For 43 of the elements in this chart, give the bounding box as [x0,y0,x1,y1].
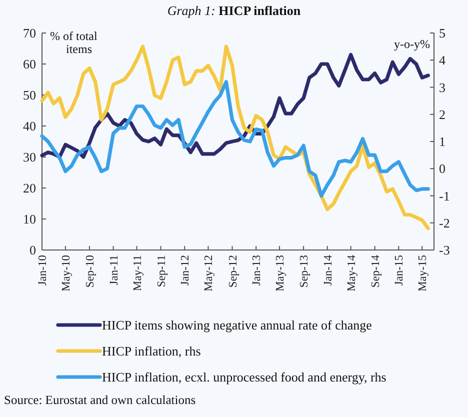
y-tick-label: 10 [23,212,36,227]
x-tick-label: May-15 [417,254,430,292]
x-tick-label: Sep-12 [227,254,240,288]
y2-tick-label: 5 [439,26,446,41]
x-tick-label: Jan-14 [322,254,334,286]
x-tick-label: Jan-12 [180,254,192,286]
y-tick-label: 50 [23,88,36,103]
line-series [40,80,430,198]
x-tick-label: Sep-10 [84,254,96,288]
x-tick-label: May-12 [203,254,216,292]
legend-label: HICP items showing negative annual rate of change [102,318,372,333]
y2-tick-label: -2 [439,215,450,230]
y2-tick-label: -3 [439,242,450,258]
legend-label: HICP inflation, rhs [102,344,201,359]
y2-tick-label: 3 [439,80,446,95]
x-tick-label: Jan-11 [108,254,120,286]
y-tick-label: 40 [23,118,36,134]
y-axis-title: % of total items [50,29,98,56]
y2-axis-title: y-o-y% [394,37,430,51]
line-series [40,52,430,159]
y2-tick-label: -1 [439,188,450,204]
chart-title: Graph 1: HICP inflation [167,3,302,18]
x-tick-label: May-11 [132,254,144,291]
x-tick-label: Sep-14 [370,254,382,288]
legend-label: HICP inflation, ecxl. unprocessed food and energy, rhs [102,370,386,385]
x-tick-label: Sep-11 [156,254,168,288]
x-tick-label: May-10 [60,254,72,292]
y2-tick-label: 1 [439,134,446,150]
x-tick-label: Sep-13 [298,254,311,288]
y2-tick-label: 4 [439,52,446,68]
y-tick-label: 0 [30,242,36,258]
y2-tick-label: 2 [439,106,446,122]
x-tick-label: May-13 [274,254,287,292]
x-tick-label: Jan-15 [394,254,406,286]
y-tick-label: 60 [23,56,36,72]
x-tick-label: May-14 [346,254,358,292]
y-tick-label: 30 [23,150,36,165]
y2-tick-label: 0 [439,161,446,176]
x-tick-label: Jan-13 [251,254,264,286]
x-tick-label: Jan-10 [37,254,50,286]
y-tick-label: 20 [23,180,36,196]
y-tick-label: 70 [23,26,36,41]
source-note: Source: Eurostat and own calculations [4,393,196,407]
